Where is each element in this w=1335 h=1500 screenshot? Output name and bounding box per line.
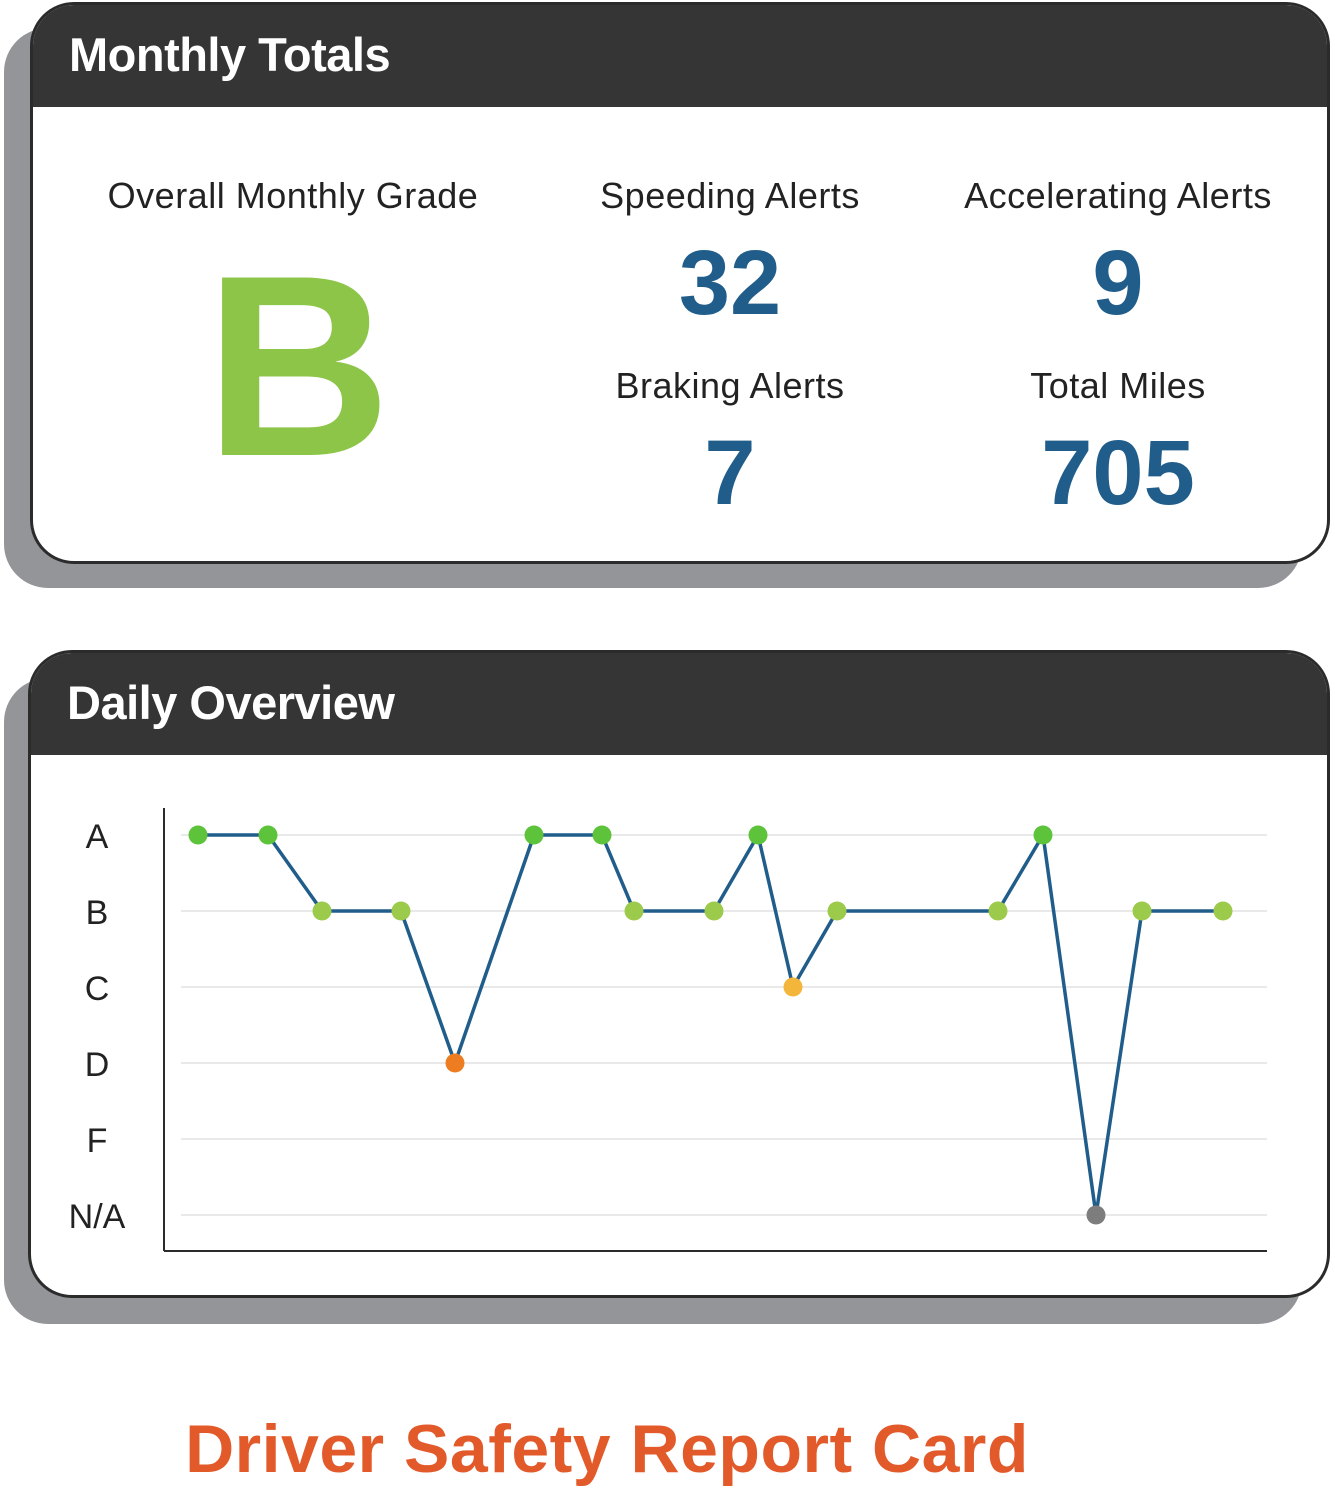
data-point-day-16 bbox=[1132, 901, 1152, 921]
accelerating-alerts-label: Accelerating Alerts bbox=[964, 175, 1272, 216]
y-tick-label-f: F bbox=[87, 1122, 108, 1160]
monthly-totals-header: Monthly Totals bbox=[33, 5, 1327, 107]
daily-overview-title: Daily Overview bbox=[67, 676, 395, 729]
overall-grade-label: Overall Monthly Grade bbox=[107, 175, 479, 216]
report-card-title: Driver Safety Report Card bbox=[185, 1411, 1029, 1487]
accelerating-alerts-value: 9 bbox=[1092, 232, 1144, 334]
y-tick-label-b: B bbox=[86, 894, 109, 932]
daily-overview-card: Daily Overview A B C D F N/A bbox=[28, 650, 1330, 1298]
data-point-day-2 bbox=[258, 825, 278, 845]
data-point-day-12 bbox=[827, 901, 847, 921]
data-point-day-1 bbox=[188, 825, 208, 845]
daily-overview-header: Daily Overview bbox=[31, 653, 1327, 755]
data-point-day-7 bbox=[592, 825, 612, 845]
monthly-totals-card: Monthly Totals Overall Monthly Grade B S… bbox=[30, 2, 1330, 564]
data-point-day-10 bbox=[748, 825, 768, 845]
data-point-day-13 bbox=[988, 901, 1008, 921]
y-tick-label-c: C bbox=[85, 970, 110, 1008]
data-point-day-8 bbox=[624, 901, 644, 921]
monthly-totals-title: Monthly Totals bbox=[69, 28, 391, 81]
daily-grade-line bbox=[198, 833, 1223, 1217]
speeding-alerts-label: Speeding Alerts bbox=[600, 175, 860, 216]
data-point-day-4 bbox=[391, 901, 411, 921]
data-point-day-5 bbox=[445, 1053, 465, 1073]
data-point-day-9 bbox=[704, 901, 724, 921]
y-tick-label-d: D bbox=[85, 1046, 110, 1084]
data-point-day-15 bbox=[1086, 1205, 1106, 1225]
total-miles-label: Total Miles bbox=[1030, 365, 1206, 406]
data-point-day-17 bbox=[1213, 901, 1233, 921]
braking-alerts-label: Braking Alerts bbox=[615, 365, 845, 406]
overall-grade-value: B bbox=[204, 221, 392, 510]
total-miles-value: 705 bbox=[1041, 422, 1195, 524]
data-point-day-11 bbox=[783, 977, 803, 997]
speeding-alerts-value: 32 bbox=[678, 232, 782, 334]
data-point-day-6 bbox=[524, 825, 544, 845]
y-tick-label-a: A bbox=[86, 818, 109, 856]
braking-alerts-value: 7 bbox=[704, 422, 756, 524]
y-tick-label-na: N/A bbox=[69, 1198, 126, 1236]
data-point-day-14 bbox=[1033, 825, 1053, 845]
data-point-day-3 bbox=[312, 901, 332, 921]
